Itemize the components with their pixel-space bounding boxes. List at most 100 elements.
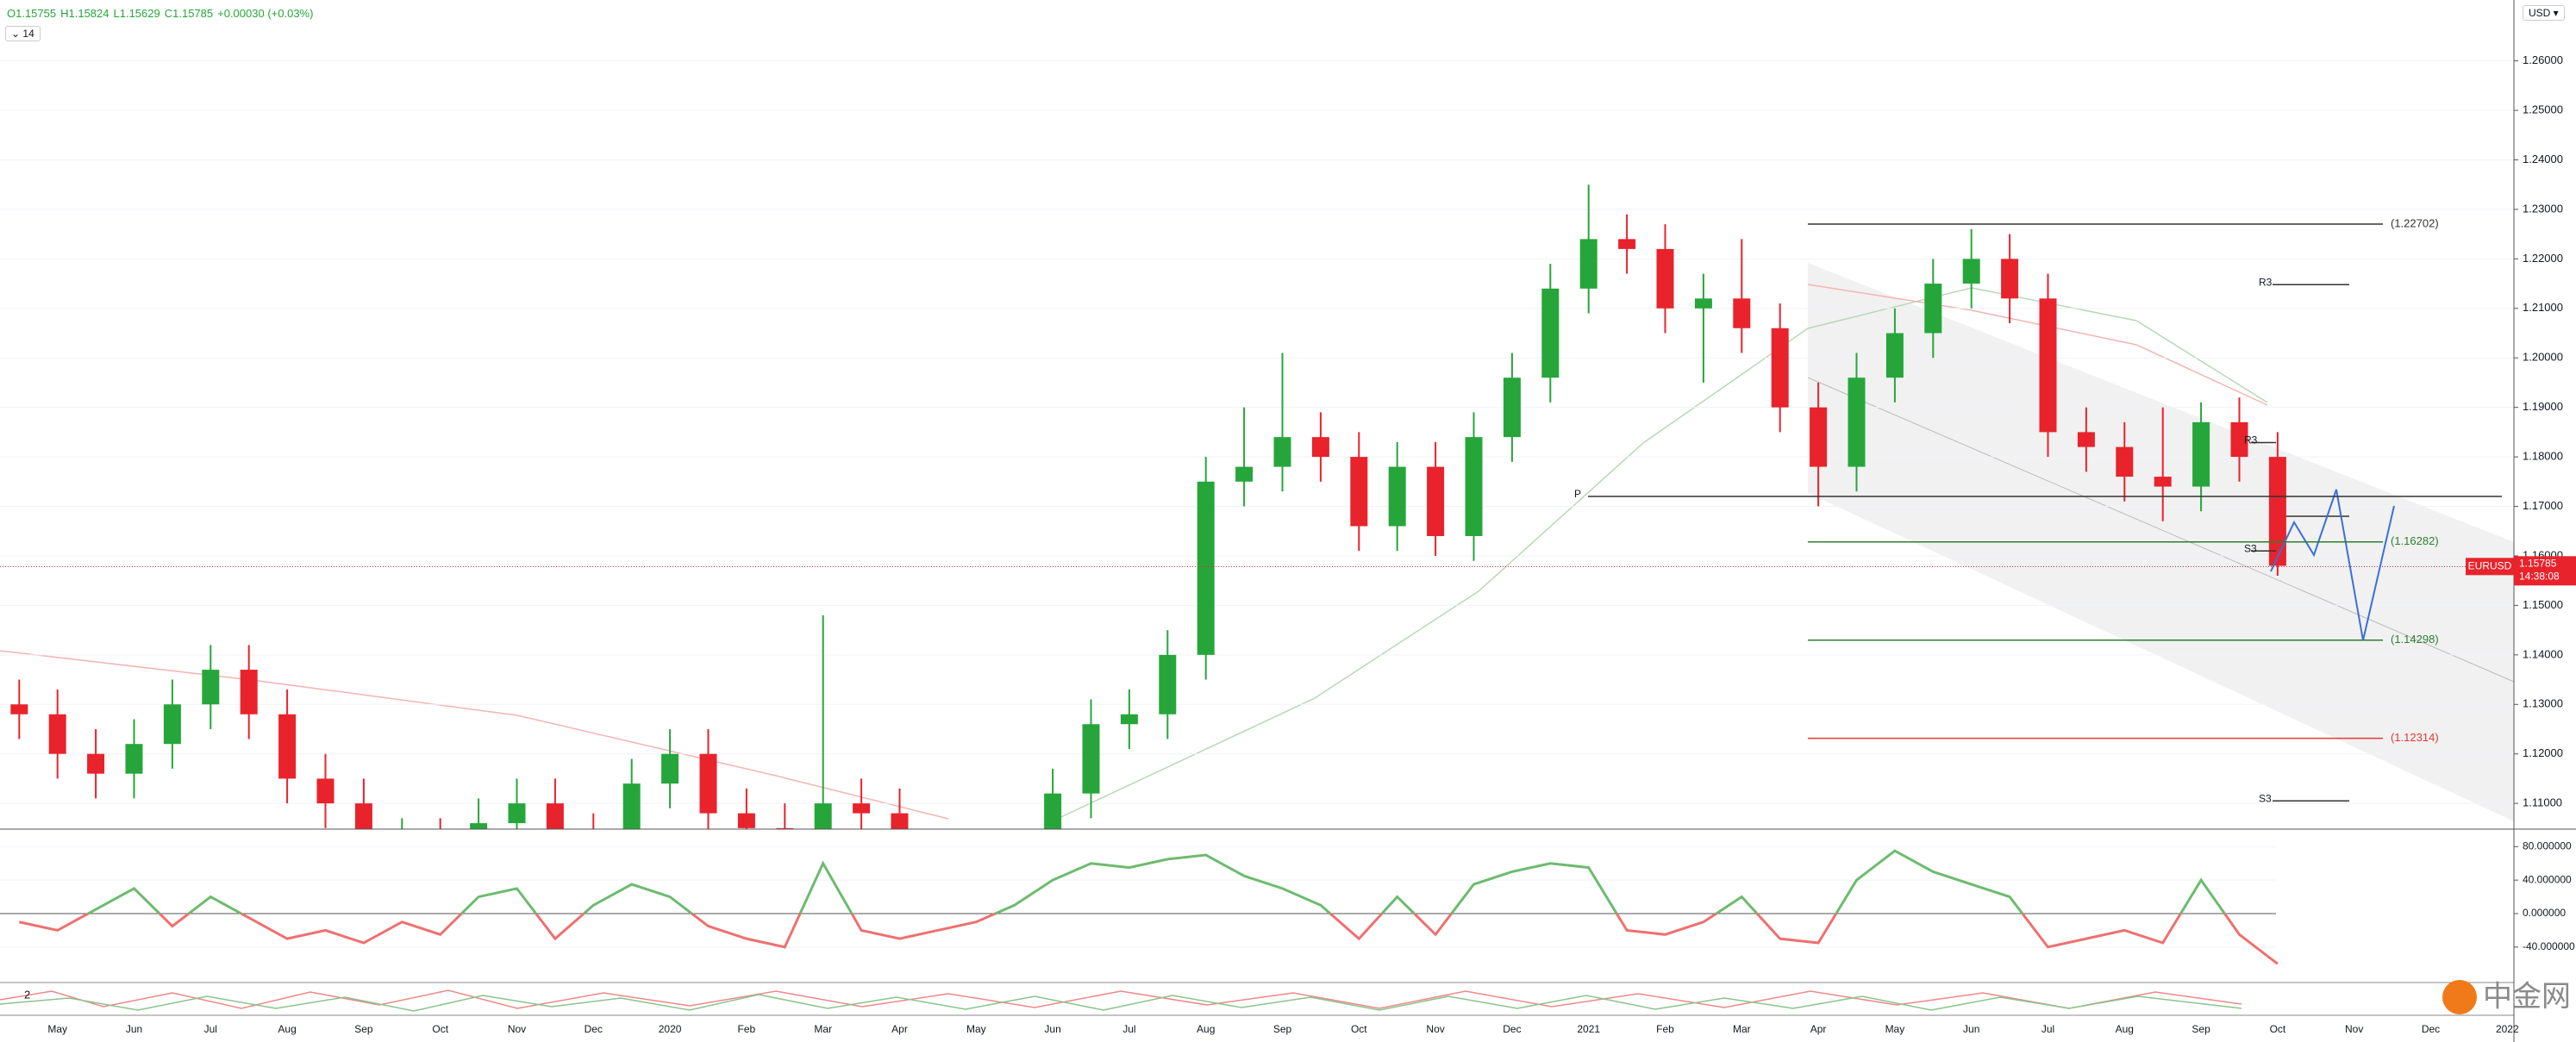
indicator-toggle[interactable]: ⌄ 14 <box>5 26 41 41</box>
x-tick-label: Jun <box>1963 1023 1979 1035</box>
y-tick-label: 1.18000 <box>2523 450 2563 463</box>
candle-body <box>10 704 28 714</box>
candle-body <box>1006 863 1023 932</box>
quote-open: O1.15755 <box>7 7 57 20</box>
x-tick-label: Nov <box>1426 1023 1444 1035</box>
candle-body <box>278 714 297 779</box>
y-tick-label: 1.23000 <box>2523 202 2563 215</box>
candle-body <box>1541 288 1560 378</box>
indicator-line <box>0 994 2242 1012</box>
x-tick-label: Apr <box>891 1023 908 1035</box>
candle-body <box>1427 466 1445 536</box>
candle-body <box>202 670 220 705</box>
candle-body <box>1235 466 1254 482</box>
candle-body <box>1771 328 1789 408</box>
price-pane <box>0 60 2514 932</box>
x-tick-label: Oct <box>432 1023 448 1035</box>
x-tick-label: Oct <box>1351 1023 1367 1035</box>
moving-average <box>1051 287 2268 822</box>
axis-background <box>2514 0 2576 1042</box>
level-label: (1.22702) <box>2391 216 2439 229</box>
candle-body <box>1848 377 1866 467</box>
oscillator-pane <box>0 845 2279 965</box>
x-tick-label: Dec <box>1503 1023 1521 1035</box>
candle-body <box>853 803 871 814</box>
y-tick-label: 40.000000 <box>2523 873 2572 885</box>
x-tick-label: Nov <box>2345 1023 2363 1035</box>
currency-selector[interactable]: USD ▾ <box>2523 5 2565 21</box>
y-tick-label: 1.26000 <box>2523 53 2563 66</box>
level-label: (1.14298) <box>2391 633 2439 646</box>
x-tick-label: Jun <box>1044 1023 1060 1035</box>
x-tick-label: Feb <box>738 1023 756 1035</box>
candle-body <box>1388 466 1406 527</box>
moving-average <box>0 650 949 820</box>
x-tick-label: Apr <box>1810 1023 1827 1035</box>
quote-close: C1.15785 <box>164 7 214 20</box>
watermark-text: 中金网 <box>2483 980 2571 1014</box>
x-tick-label: 2022 <box>2496 1023 2519 1035</box>
candle-body <box>1962 259 1980 284</box>
x-tick-label: Sep <box>2191 1023 2210 1035</box>
candle-body <box>1618 239 1636 249</box>
x-tick-label: Feb <box>1656 1023 1674 1035</box>
x-tick-label: Aug <box>2116 1023 2134 1035</box>
y-tick-label: 1.24000 <box>2523 153 2563 165</box>
oscillator-line <box>85 849 2227 914</box>
candle-body <box>470 823 488 829</box>
candle-body <box>2268 457 2286 566</box>
x-tick-label: May <box>47 1023 67 1035</box>
y-tick-label: 1.11000 <box>2523 796 2562 809</box>
candle-body <box>240 670 258 714</box>
candle-body <box>546 803 564 829</box>
x-tick-label: Mar <box>814 1023 832 1035</box>
candle-body <box>1656 248 1674 309</box>
x-tick-label: Aug <box>278 1023 296 1035</box>
price-badge <box>2514 556 2576 586</box>
candle-body <box>1120 714 1138 725</box>
channel-midline <box>1807 377 2515 683</box>
y-tick-label: 1.12000 <box>2523 746 2563 759</box>
x-tick-label: Aug <box>1197 1023 1215 1035</box>
candle-body <box>316 778 335 804</box>
watermark-logo <box>2442 980 2477 1014</box>
candle-body <box>2116 446 2134 477</box>
y-tick-label: 1.15000 <box>2523 598 2563 611</box>
projection-path <box>2270 489 2395 641</box>
y-tick-label: 0.000000 <box>2523 907 2566 919</box>
candle-body <box>1810 407 1828 467</box>
candle-body <box>891 813 909 829</box>
y-tick-label: 1.17000 <box>2523 499 2563 512</box>
candle-body <box>737 813 755 828</box>
pivot-label: S3 <box>2244 542 2257 554</box>
candle-body <box>87 753 105 774</box>
x-tick-label: Nov <box>508 1023 526 1035</box>
lower-pane: 2 <box>0 982 2514 1016</box>
candle-body <box>432 843 449 872</box>
candle-body <box>508 803 526 824</box>
oscillator-line <box>18 914 2279 965</box>
level-label: (1.12314) <box>2391 731 2439 744</box>
candle-body <box>661 753 679 784</box>
candle-body <box>354 803 372 829</box>
x-tick-label: 2021 <box>1577 1023 1600 1035</box>
quote-header: O1.15755 H1.15824 L1.15629 C1.15785 +0.00030… <box>7 7 317 20</box>
y-tick-label: 1.19000 <box>2523 400 2563 413</box>
candle-body <box>2001 259 2019 299</box>
y-tick-label: 80.000000 <box>2523 839 2572 852</box>
x-tick-label: Jul <box>204 1023 217 1035</box>
candle-body <box>929 877 947 902</box>
x-tick-label: May <box>1885 1023 1905 1035</box>
pivot-label: S3 <box>2259 792 2272 804</box>
candle-body <box>1694 298 1712 309</box>
last-price-label: 1.15785 <box>2519 557 2557 569</box>
x-tick-label: Dec <box>2422 1023 2440 1035</box>
candle-body <box>1503 377 1521 438</box>
candle-body <box>1159 654 1177 714</box>
x-tick-label: May <box>966 1023 986 1035</box>
candle-body <box>1924 284 1942 334</box>
candle-body <box>393 843 410 852</box>
